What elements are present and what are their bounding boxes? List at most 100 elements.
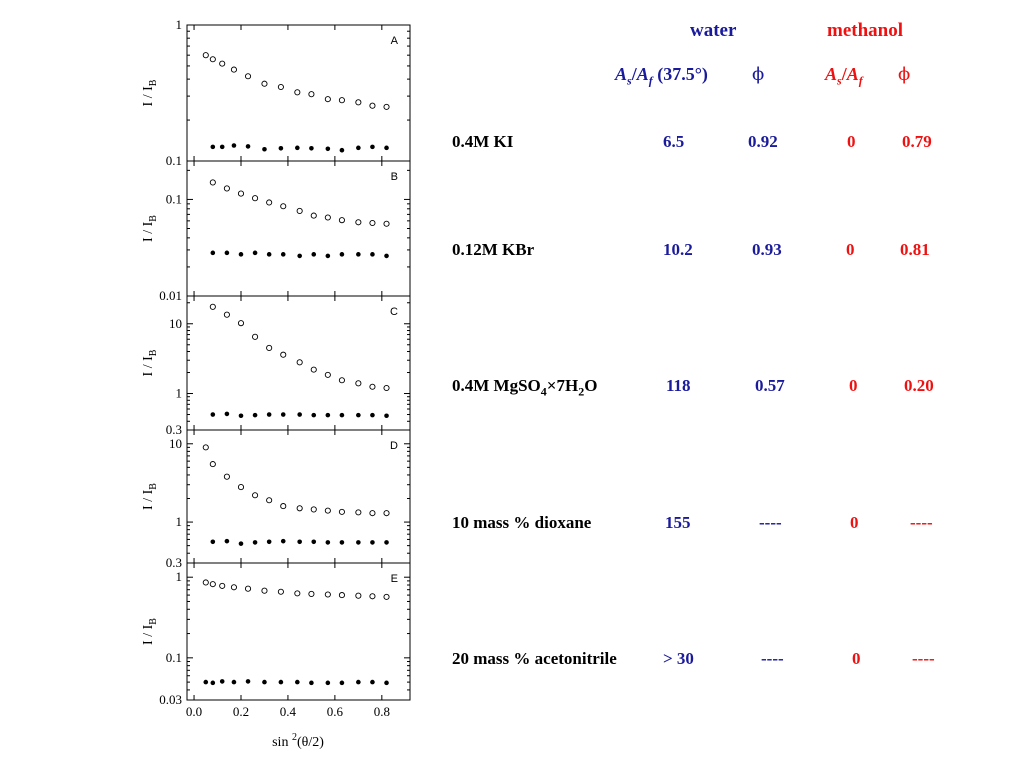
data-point-filled: [309, 680, 314, 686]
data-point-open: [230, 584, 237, 591]
data-point-filled: [370, 540, 375, 545]
y-tick-label: 0.03: [159, 692, 182, 707]
y-tick-label: 0.3: [166, 555, 182, 570]
data-point-open: [230, 66, 237, 73]
row-label: 10 mass % dioxane: [452, 513, 592, 532]
data-point-filled: [252, 412, 258, 418]
data-point-filled: [339, 540, 345, 545]
data-point-filled: [384, 680, 389, 686]
data-point-filled: [297, 253, 302, 259]
data-point-open: [261, 80, 268, 87]
y-tick-label: 10: [169, 316, 182, 331]
water-ratio-header: As/Af (37.5°): [615, 64, 708, 88]
data-point-filled: [297, 539, 302, 545]
methanol-phi-header: ϕ: [898, 64, 911, 85]
data-point-filled: [203, 679, 209, 685]
row-label: 0.4M KI: [452, 132, 514, 151]
data-point-filled: [339, 147, 345, 153]
water-phi-value: ----: [759, 513, 782, 532]
methanol-ratio-value: 0: [846, 240, 855, 259]
y-axis-label-subscript: B: [148, 618, 159, 625]
data-point-open: [383, 103, 390, 110]
data-point-filled: [384, 253, 389, 259]
panel-letter: A: [391, 35, 399, 47]
panel-letter: B: [391, 171, 398, 183]
data-point-filled: [245, 679, 251, 684]
data-point-open: [252, 195, 259, 202]
data-point-open: [355, 380, 362, 387]
methanol-phi-value: 0.20: [904, 376, 934, 395]
data-point-filled: [370, 252, 375, 257]
data-point-open: [237, 320, 245, 327]
row-label: 0.4M MgSO4×7H2O: [452, 376, 598, 399]
data-point-open: [355, 219, 362, 226]
y-axis-label: I / IB: [141, 618, 159, 645]
data-point-filled: [278, 679, 284, 685]
data-point-open: [338, 508, 345, 515]
data-point-open: [280, 503, 287, 510]
data-point-filled: [370, 144, 375, 150]
data-point-filled: [252, 250, 258, 256]
data-point-open: [369, 510, 376, 517]
data-point-filled: [384, 413, 389, 419]
x-axis-label-tail: (θ/2): [297, 735, 324, 750]
data-point-filled: [266, 539, 272, 545]
data-point-filled: [325, 146, 331, 152]
data-point-filled: [356, 540, 361, 545]
data-point-filled: [356, 679, 361, 685]
data-point-open: [355, 509, 362, 516]
data-point-open: [296, 207, 303, 214]
y-tick-label: 10: [169, 436, 182, 451]
data-point-open: [294, 590, 301, 597]
data-point-open: [277, 588, 284, 595]
methanol-ratio-value: 0: [847, 132, 856, 151]
x-axis-label: sin 2(θ/2): [272, 732, 324, 750]
data-point-open: [383, 220, 390, 227]
panel-frame: [186, 160, 411, 297]
data-point-open: [266, 199, 273, 206]
data-point-filled: [219, 679, 225, 684]
y-tick-label: 0.1: [166, 191, 182, 206]
data-point-filled: [262, 679, 267, 685]
data-point-open: [324, 507, 331, 514]
data-point-open: [237, 190, 245, 197]
water-ratio-value: 10.2: [663, 240, 693, 259]
data-point-filled: [356, 145, 361, 151]
data-point-filled: [252, 540, 258, 545]
x-tick-label: 0.6: [327, 704, 344, 719]
data-point-filled: [210, 680, 216, 686]
data-point-open: [324, 96, 331, 103]
data-point-open: [338, 217, 345, 224]
data-point-open: [280, 351, 287, 358]
data-point-filled: [231, 679, 237, 685]
data-point-filled: [325, 540, 331, 545]
water-ratio-value: 6.5: [663, 132, 685, 151]
x-tick-label: 0.2: [233, 704, 249, 719]
data-point-open: [355, 592, 362, 599]
data-point-open: [223, 473, 230, 480]
data-point-filled: [266, 412, 272, 417]
data-point-open: [280, 203, 287, 210]
data-point-open: [338, 377, 345, 384]
methanol-ratio-value: 0: [849, 376, 858, 395]
row-label: 20 mass % acetonitrile: [452, 649, 617, 668]
y-axis-label-subscript: B: [148, 79, 159, 86]
data-point-filled: [311, 539, 317, 545]
y-tick-label: 0.3: [166, 422, 182, 437]
data-point-filled: [384, 540, 389, 545]
data-point-open: [202, 444, 209, 451]
y-axis-label: I / IB: [141, 215, 159, 242]
data-point-open: [310, 212, 317, 219]
methanol-ratio-value: 0: [852, 649, 861, 668]
data-point-filled: [224, 250, 230, 256]
data-point-open: [369, 593, 376, 600]
data-point-open: [244, 585, 252, 592]
y-tick-label: 0.1: [166, 153, 182, 168]
data-point-filled: [210, 539, 216, 545]
data-point-open: [209, 581, 216, 588]
data-point-filled: [262, 146, 267, 152]
data-point-filled: [339, 252, 345, 257]
data-point-open: [310, 506, 317, 513]
panel-letter: C: [390, 306, 398, 318]
water-phi-value: 0.92: [748, 132, 778, 151]
